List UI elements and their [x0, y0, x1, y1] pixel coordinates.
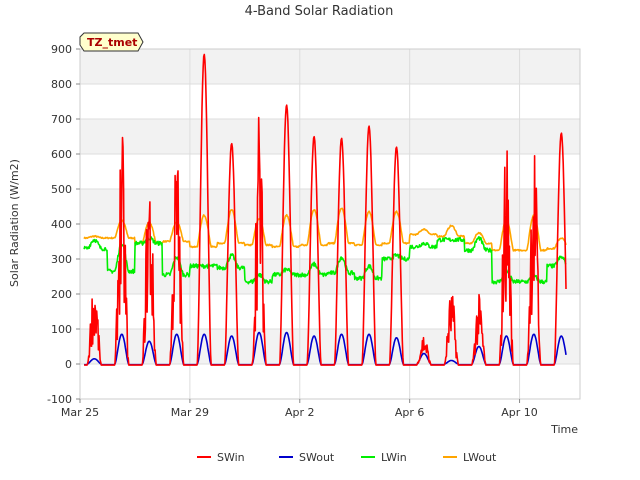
legend-label-lwin: LWin	[381, 451, 407, 464]
x-tick-label: Mar 29	[171, 406, 209, 419]
y-tick-label: 300	[51, 253, 72, 266]
y-tick-label: 700	[51, 113, 72, 126]
y-tick-label: 400	[51, 218, 72, 231]
background-band	[80, 364, 580, 399]
background-band	[80, 49, 580, 84]
site-badge: TZ_tmet	[79, 32, 144, 52]
legend-label-swout: SWout	[299, 451, 335, 464]
site-badge-label: TZ_tmet	[87, 36, 137, 49]
background-band	[80, 154, 580, 189]
series-line-lwin	[83, 236, 567, 285]
x-tick-label: Apr 2	[285, 406, 315, 419]
y-tick-label: -100	[47, 393, 72, 406]
y-axis-ticks: -100 0 100 200 300 400 500 600 700 800 900	[47, 43, 80, 406]
legend-label-lwout: LWout	[463, 451, 497, 464]
chart-title: 4-Band Solar Radiation	[245, 4, 394, 19]
background-band	[80, 259, 580, 294]
background-band	[80, 329, 580, 364]
background-band	[80, 84, 580, 119]
x-tick-label: Mar 25	[61, 406, 99, 419]
background-band	[80, 189, 580, 224]
x-tick-label: Apr 6	[395, 406, 425, 419]
background-band	[80, 294, 580, 329]
legend: SWin SWout LWin LWout	[197, 451, 497, 464]
series-line-lwout	[83, 207, 567, 252]
series-line-swin	[83, 53, 567, 366]
y-tick-label: 900	[51, 43, 72, 56]
series-lines	[83, 53, 567, 366]
y-tick-label: 100	[51, 323, 72, 336]
x-axis-label: Time	[550, 423, 578, 436]
y-tick-label: 200	[51, 288, 72, 301]
background-band	[80, 119, 580, 154]
y-tick-label: 600	[51, 148, 72, 161]
y-tick-label: 500	[51, 183, 72, 196]
y-tick-label: 800	[51, 78, 72, 91]
x-tick-label: Apr 10	[501, 406, 538, 419]
y-axis-label: Solar Radiation (W/m2)	[8, 159, 21, 287]
x-axis-ticks: Mar 25 Mar 29 Apr 2 Apr 6 Apr 10	[61, 399, 538, 419]
y-tick-label: 0	[65, 358, 72, 371]
legend-label-swin: SWin	[217, 451, 245, 464]
